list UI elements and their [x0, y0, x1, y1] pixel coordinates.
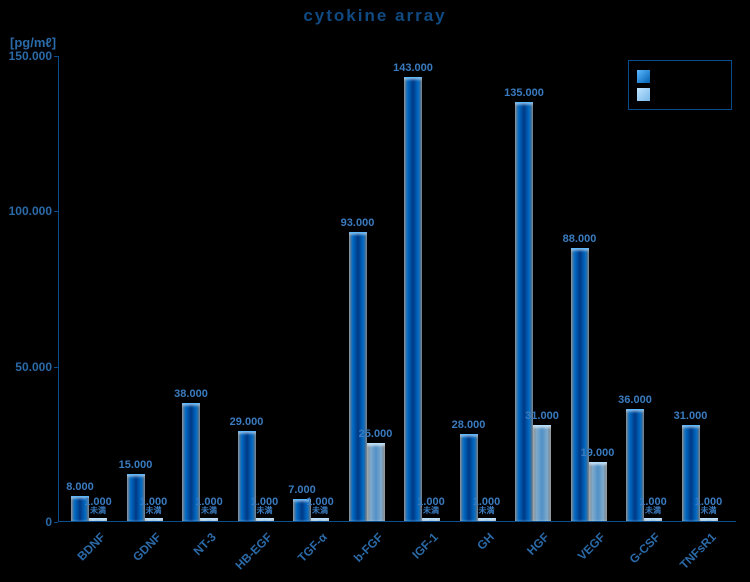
legend-swatch-main: [637, 70, 650, 83]
legend-label-main: 当院の製剤: [656, 67, 721, 85]
bar-value-alt: 31.000: [512, 410, 572, 422]
bar-value-alt: 1.000未満: [457, 496, 517, 515]
ytick-label: 150.000: [0, 49, 58, 63]
bar-value-main: 93.000: [328, 217, 388, 229]
category-label: BDNF: [56, 530, 108, 582]
legend-swatch-alt: [637, 88, 650, 101]
bar-alt: [589, 462, 607, 521]
category-label: GDNF: [111, 530, 163, 582]
bar-value-alt: 1.000未満: [68, 496, 128, 515]
yaxis-unit: [pg/mℓ]: [10, 35, 56, 50]
ytick-mark: [54, 56, 58, 57]
category-label: TNFsR1: [666, 530, 718, 582]
category-label: HB-EGF: [222, 530, 274, 582]
bar-value-main: 88.000: [550, 233, 610, 245]
bar-value-main: 36.000: [605, 394, 665, 406]
bar-alt: [644, 518, 662, 521]
bar-alt: [478, 518, 496, 521]
ytick-label: 100.000: [0, 204, 58, 218]
category-label: TGF-α: [278, 530, 330, 582]
bar-value-main: 28.000: [439, 419, 499, 431]
cytokine-chart: cytokine array [pg/mℓ] 8.000 1.000未満 15.00…: [0, 0, 750, 581]
category-label: NT-3: [167, 530, 219, 582]
bar-main: [349, 232, 367, 521]
category-label: GH: [444, 530, 496, 582]
bar-alt: [533, 425, 551, 521]
category-label: IGF-1: [389, 530, 441, 582]
ytick-mark: [54, 367, 58, 368]
chart-title: cytokine array: [0, 6, 750, 26]
bar-value-alt: 19.000: [568, 447, 628, 459]
ytick-mark: [54, 522, 58, 523]
bar-alt: [256, 518, 274, 521]
bar-value-alt: 1.000未満: [401, 496, 461, 515]
bar-value-alt: 1.000未満: [179, 496, 239, 515]
legend: 当院の製剤 従来の製剤: [628, 60, 732, 110]
bar-main: [571, 248, 589, 521]
bar-value-main: 8.000: [50, 481, 110, 493]
bar-alt: [89, 518, 107, 521]
category-label: b-FGF: [333, 530, 385, 582]
bar-value-alt: 25.000: [346, 428, 406, 440]
bar-value-main: 135.000: [494, 87, 554, 99]
plot-area: 8.0001.000未満15.0001.000未満38.0001.000未満29…: [58, 56, 736, 522]
bar-value-main: 7.000: [272, 484, 332, 496]
bar-main: [404, 77, 422, 521]
legend-item-alt: 従来の製剤: [637, 85, 721, 103]
bar-value-alt: 1.000未満: [623, 496, 683, 515]
bar-value-main: 31.000: [661, 410, 721, 422]
bar-value-alt: 1.000未満: [679, 496, 739, 515]
bar-value-alt: 1.000未満: [235, 496, 295, 515]
category-label: G-CSF: [611, 530, 663, 582]
legend-item-main: 当院の製剤: [637, 67, 721, 85]
bar-alt: [700, 518, 718, 521]
category-label: HGF: [500, 530, 552, 582]
bar-value-main: 15.000: [106, 459, 166, 471]
ytick-mark: [54, 211, 58, 212]
bar-value-main: 38.000: [161, 388, 221, 400]
bar-alt: [200, 518, 218, 521]
bar-value-alt: 1.000未満: [290, 496, 350, 515]
bar-alt: [367, 443, 385, 521]
bar-value-alt: 1.000未満: [124, 496, 184, 515]
legend-label-alt: 従来の製剤: [656, 85, 721, 103]
ytick-label: 0: [0, 515, 58, 529]
ytick-label: 50.000: [0, 360, 58, 374]
bar-value-main: 143.000: [383, 62, 443, 74]
bar-alt: [145, 518, 163, 521]
bar-alt: [422, 518, 440, 521]
bar-main: [515, 102, 533, 521]
category-label: VEGF: [555, 530, 607, 582]
bar-alt: [311, 518, 329, 521]
bar-value-main: 29.000: [217, 416, 277, 428]
